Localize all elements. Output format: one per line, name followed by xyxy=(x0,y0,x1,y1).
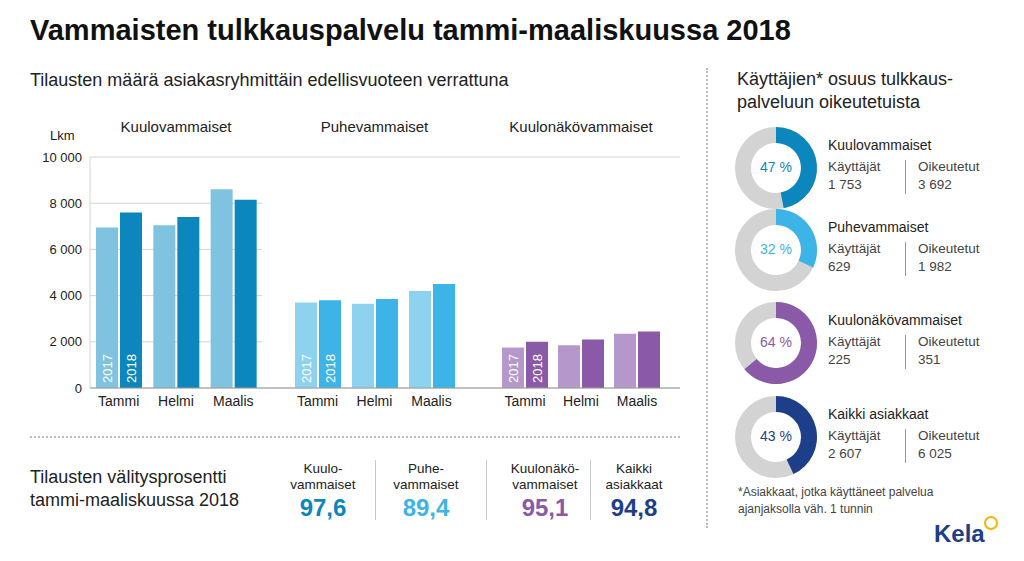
svg-text:4 000: 4 000 xyxy=(49,288,82,303)
html-text:Oikeutetut: Oikeutetut xyxy=(918,241,980,256)
html-text:asiakkaat: asiakkaat xyxy=(605,477,663,492)
svg-text:2018: 2018 xyxy=(323,354,338,383)
html-text:vammaiset: vammaiset xyxy=(393,477,459,492)
html-text:Tilausten määrä asiakasryhmitt: Tilausten määrä asiakasryhmittäin edelli… xyxy=(30,70,509,90)
html-text:64 %: 64 % xyxy=(760,334,792,350)
html-text:3 692: 3 692 xyxy=(918,177,952,192)
html-text:*Asiakkaat, jotka käyttäneet p: *Asiakkaat, jotka käyttäneet palvelua xyxy=(738,485,934,499)
html-text:1 753: 1 753 xyxy=(828,177,862,192)
html-text:95,1: 95,1 xyxy=(521,494,569,521)
svg-text:8 000: 8 000 xyxy=(49,196,82,211)
html-text:Kaikki asiakkaat: Kaikki asiakkaat xyxy=(828,406,929,422)
svg-text:Helmi: Helmi xyxy=(357,393,393,409)
html-text:Kuulonäkö-: Kuulonäkö- xyxy=(510,461,580,476)
html-text:Käyttäjät: Käyttäjät xyxy=(828,159,881,174)
html-text:Kuulonäkövammaiset: Kuulonäkövammaiset xyxy=(828,312,962,328)
svg-text:0: 0 xyxy=(75,381,82,396)
html-text:32 %: 32 % xyxy=(760,241,792,257)
html-text:6 025: 6 025 xyxy=(918,446,952,461)
html-text:Lkm: Lkm xyxy=(50,128,75,143)
svg-text:Tammi: Tammi xyxy=(98,393,139,409)
html-text:Käyttäjät: Käyttäjät xyxy=(828,241,881,256)
html-text:Tilausten välitysprosentti: Tilausten välitysprosentti xyxy=(30,467,227,487)
html-text:94,8: 94,8 xyxy=(610,494,658,521)
svg-text:Maalis: Maalis xyxy=(411,393,451,409)
html-text:palveluun oikeutetuista: palveluun oikeutetuista xyxy=(737,92,921,112)
svg-text:Helmi: Helmi xyxy=(158,393,194,409)
html-text:Kela: Kela xyxy=(934,520,985,547)
html-text:Käyttäjien* osuus tulkkaus-: Käyttäjien* osuus tulkkaus- xyxy=(737,69,954,89)
svg-text:Tammi: Tammi xyxy=(504,393,545,409)
html-text:43 %: 43 % xyxy=(760,428,792,444)
svg-text:Helmi: Helmi xyxy=(563,393,599,409)
html-text:2 607: 2 607 xyxy=(828,446,862,461)
html-text:225: 225 xyxy=(828,352,851,367)
html-text:Käyttäjät: Käyttäjät xyxy=(828,334,881,349)
html-text:tammi-maaliskuussa 2018: tammi-maaliskuussa 2018 xyxy=(30,490,240,510)
svg-text:Tammi: Tammi xyxy=(297,393,338,409)
html-text:Vammaisten tulkkauspalvelu tam: Vammaisten tulkkauspalvelu tammi-maalisk… xyxy=(30,14,791,46)
html-text:Kuulovammaiset: Kuulovammaiset xyxy=(828,137,932,153)
html-text:Kaikki: Kaikki xyxy=(616,461,652,476)
svg-text:2017: 2017 xyxy=(506,354,521,383)
svg-text:2017: 2017 xyxy=(299,354,314,383)
svg-text:2018: 2018 xyxy=(124,354,139,383)
svg-text:2018: 2018 xyxy=(530,354,545,383)
html-text:351: 351 xyxy=(918,352,941,367)
html-text:Puhe-: Puhe- xyxy=(408,461,444,476)
html-text:97,6: 97,6 xyxy=(299,494,347,521)
html-text:vammaiset: vammaiset xyxy=(512,477,578,492)
html-text:Puhevammaiset: Puhevammaiset xyxy=(320,118,429,135)
html-text:ajanjaksolla väh. 1 tunnin: ajanjaksolla väh. 1 tunnin xyxy=(738,502,873,516)
svg-text:2 000: 2 000 xyxy=(49,334,82,349)
html-text:1 982: 1 982 xyxy=(918,259,952,274)
svg-text:10 000: 10 000 xyxy=(42,150,82,165)
svg-text:Maalis: Maalis xyxy=(617,393,657,409)
html-text:Kuulonäkövammaiset: Kuulonäkövammaiset xyxy=(509,118,653,135)
svg-text:2017: 2017 xyxy=(100,354,115,383)
html-text:Oikeutetut: Oikeutetut xyxy=(918,159,980,174)
html-text:Oikeutetut: Oikeutetut xyxy=(918,334,980,349)
svg-text:6 000: 6 000 xyxy=(49,242,82,257)
html-text:Oikeutetut: Oikeutetut xyxy=(918,428,980,443)
html-text:47 %: 47 % xyxy=(760,159,792,175)
html-text:vammaiset: vammaiset xyxy=(290,477,356,492)
html-text:Käyttäjät: Käyttäjät xyxy=(828,428,881,443)
html-text:Kuulovammaiset: Kuulovammaiset xyxy=(120,118,232,135)
html-text:Kuulo-: Kuulo- xyxy=(303,461,343,476)
html-text:89,4: 89,4 xyxy=(402,494,450,521)
html-text:629: 629 xyxy=(828,259,851,274)
svg-text:Maalis: Maalis xyxy=(213,393,253,409)
html-text:Puhevammaiset: Puhevammaiset xyxy=(828,219,929,235)
